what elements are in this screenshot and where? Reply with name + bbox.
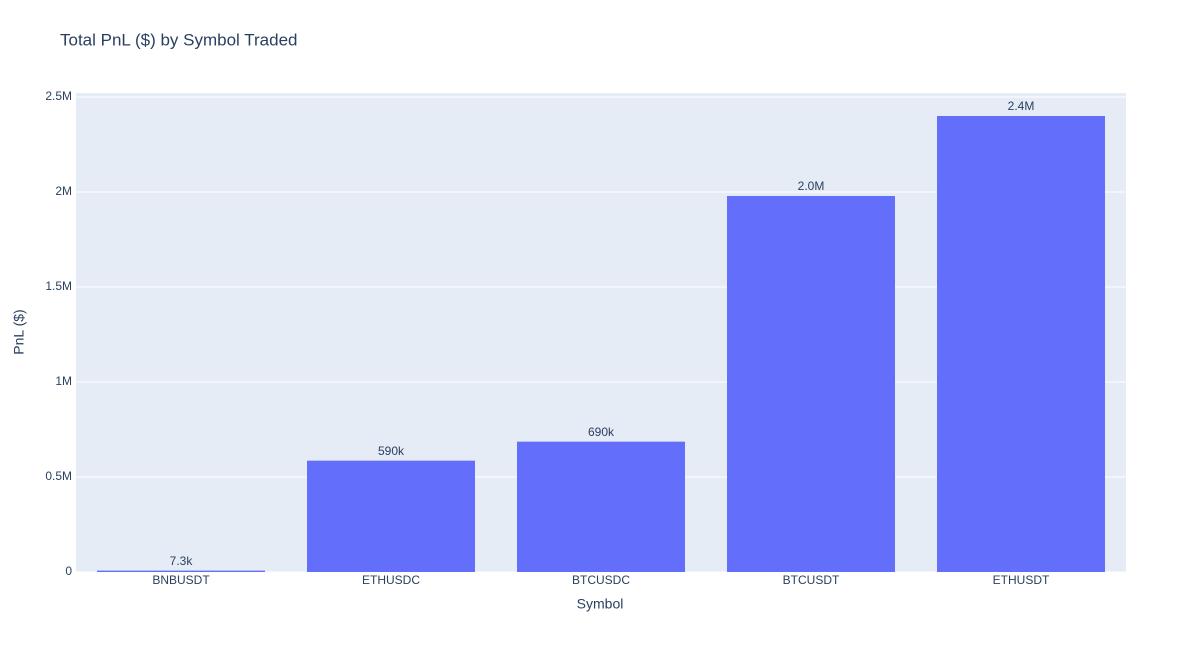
- y-axis-title: PnL ($): [11, 309, 27, 354]
- bar: [727, 195, 895, 572]
- data-label: 690k: [588, 425, 615, 439]
- x-tick-label: ETHUSDT: [993, 573, 1050, 587]
- data-label: 2.4M: [1008, 99, 1035, 113]
- y-tick-label: 2M: [55, 184, 72, 198]
- data-label: 590k: [378, 444, 405, 458]
- y-tick-label: 1.5M: [45, 279, 72, 293]
- bar: [307, 460, 475, 572]
- data-label: 2.0M: [798, 179, 825, 193]
- y-tick-label: 0.5M: [45, 469, 72, 483]
- x-axis-title: Symbol: [577, 596, 624, 612]
- x-tick-label: BTCUSDC: [572, 573, 630, 587]
- x-tick-label: ETHUSDC: [362, 573, 420, 587]
- data-label: 7.3k: [170, 554, 194, 568]
- bar: [937, 115, 1105, 572]
- bar: [517, 441, 685, 572]
- bar: [97, 570, 265, 572]
- y-tick-label: 2.5M: [45, 89, 72, 103]
- y-tick-label: 1M: [55, 374, 72, 388]
- x-tick-label: BNBUSDT: [152, 573, 210, 587]
- x-tick-label: BTCUSDT: [783, 573, 840, 587]
- chart-title: Total PnL ($) by Symbol Traded: [60, 30, 298, 49]
- y-tick-label: 0: [65, 564, 72, 578]
